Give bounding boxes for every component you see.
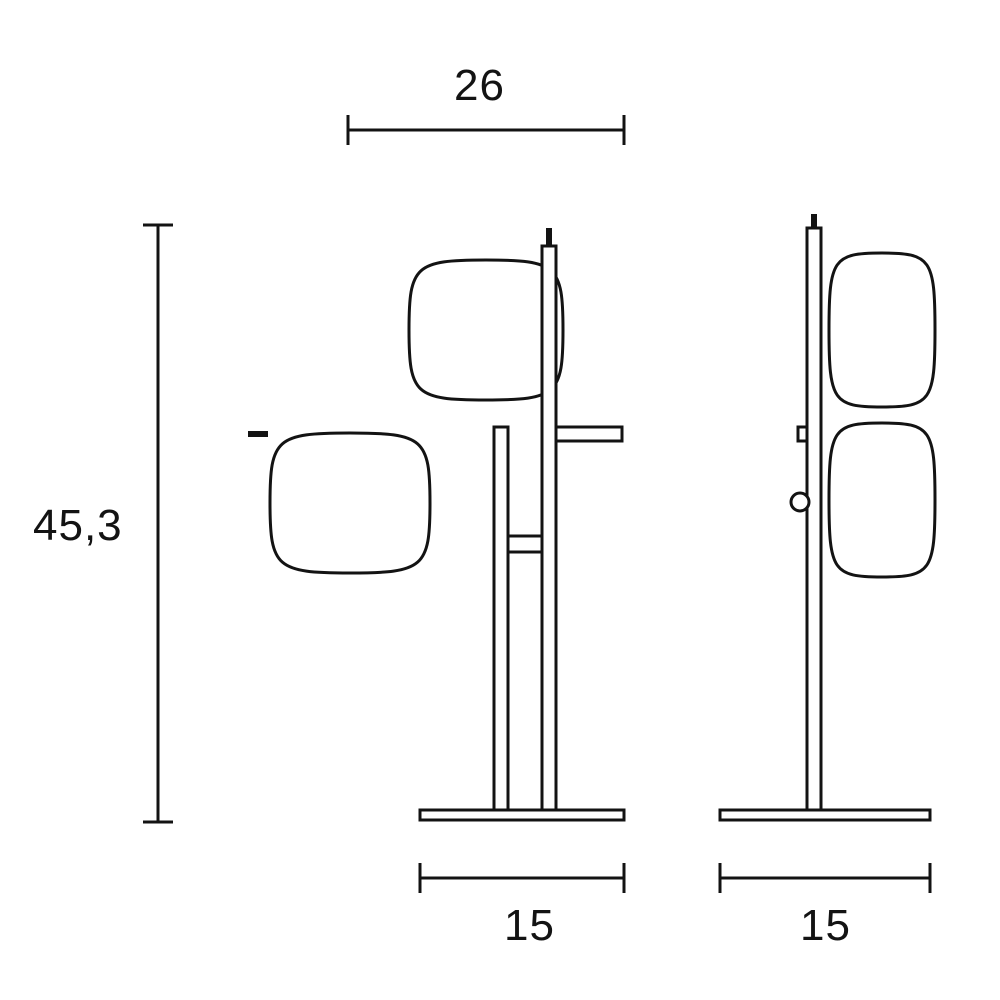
side-elevation [720, 214, 935, 820]
dimension-base-front [420, 863, 624, 893]
technical-drawing: 26 45,3 15 15 [0, 0, 1000, 1000]
label-width-top: 26 [454, 61, 505, 110]
label-height-left: 45,3 [33, 501, 123, 550]
front-elevation [248, 228, 624, 820]
dimension-width-top [348, 115, 624, 145]
label-base-side: 15 [800, 901, 851, 950]
dimension-height-left [143, 225, 173, 822]
label-base-front: 15 [504, 901, 555, 950]
dimension-base-side [720, 863, 930, 893]
